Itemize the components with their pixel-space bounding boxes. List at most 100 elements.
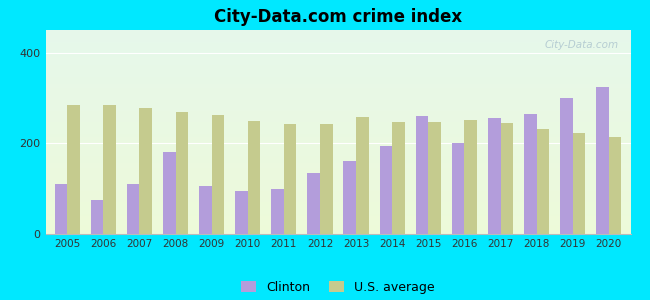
Bar [46,233,630,234]
Bar [560,98,573,234]
Bar [46,188,630,189]
Bar [46,199,630,200]
Bar [46,118,630,119]
Bar [90,200,103,234]
Bar [46,156,630,157]
Bar [46,145,630,146]
Bar [46,59,630,60]
Bar [46,144,630,145]
Bar [46,227,630,228]
Bar [392,122,405,234]
Bar [46,93,630,94]
Bar [46,76,630,77]
Bar [235,191,248,234]
Bar [284,124,296,234]
Bar [46,43,630,44]
Bar [46,213,630,214]
Bar [46,193,630,194]
Bar [46,154,630,155]
Bar [46,140,630,141]
Bar [46,161,630,162]
Bar [46,69,630,70]
Bar [46,218,630,219]
Bar [46,63,630,64]
Bar [46,102,630,103]
Bar [55,184,67,234]
Bar [46,30,630,31]
Bar [46,178,630,179]
Bar [46,125,630,126]
Bar [46,216,630,217]
Bar [46,150,630,151]
Bar [46,164,630,165]
Bar [46,142,630,143]
Bar [488,118,500,234]
Bar [46,147,630,148]
Bar [46,75,630,76]
Bar [46,163,630,164]
Bar [46,87,630,88]
Bar [46,177,630,178]
Bar [320,124,333,234]
Bar [46,148,630,149]
Bar [46,179,630,180]
Bar [46,118,630,119]
Bar [46,108,630,109]
Bar [46,141,630,142]
Bar [46,119,630,120]
Bar [46,77,630,78]
Bar [46,134,630,135]
Bar [380,146,392,234]
Bar [46,82,630,83]
Bar [46,139,630,140]
Bar [46,111,630,112]
Bar [46,132,630,133]
Bar [46,89,630,90]
Bar [46,81,630,82]
Bar [46,229,630,230]
Bar [46,160,630,161]
Bar [46,97,630,98]
Bar [46,173,630,174]
Bar [46,208,630,209]
Bar [46,210,630,211]
Bar [452,143,464,234]
Bar [46,157,630,158]
Bar [46,120,630,121]
Bar [46,39,630,40]
Bar [46,215,630,216]
Bar [46,159,630,160]
Bar [46,128,630,129]
Bar [46,57,630,58]
Bar [139,108,152,234]
Bar [199,186,212,234]
Bar [46,129,630,130]
Bar [46,205,630,206]
Bar [46,200,630,201]
Bar [46,135,630,136]
Bar [46,221,630,222]
Bar [46,137,630,138]
Title: City-Data.com crime index: City-Data.com crime index [214,8,462,26]
Bar [46,42,630,43]
Bar [46,54,630,55]
Bar [46,100,630,101]
Bar [46,123,630,124]
Bar [596,87,609,234]
Bar [46,71,630,72]
Bar [46,130,630,131]
Bar [46,61,630,62]
Bar [46,198,630,199]
Bar [46,92,630,93]
Bar [464,120,477,234]
Bar [46,151,630,152]
Bar [46,41,630,42]
Bar [46,78,630,79]
Bar [46,169,630,170]
Bar [46,133,630,134]
Bar [46,231,630,232]
Bar [46,112,630,113]
Bar [46,230,630,231]
Bar [46,64,630,65]
Bar [46,126,630,127]
